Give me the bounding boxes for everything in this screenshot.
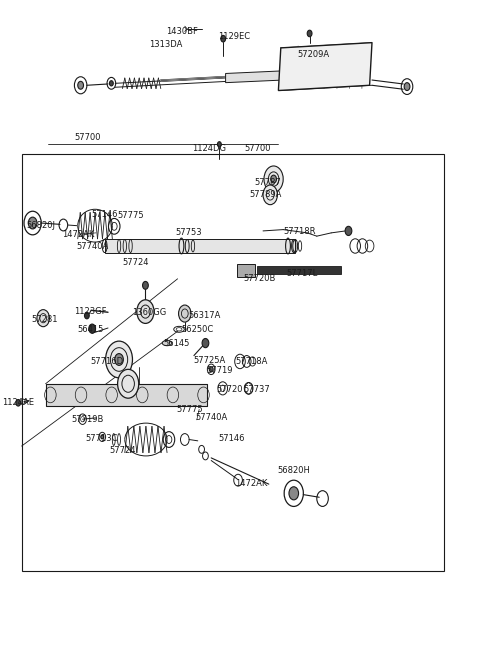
Circle shape [28,217,37,229]
Text: 57789A: 57789A [250,190,282,199]
Text: 57720B: 57720B [244,274,276,283]
Text: 57740A: 57740A [196,413,228,422]
Circle shape [202,338,209,348]
Text: 1472AK: 1472AK [235,479,267,488]
Text: 56415: 56415 [78,325,104,334]
Bar [22,154,444,571]
Text: 57146: 57146 [91,210,118,219]
Circle shape [345,226,352,236]
Text: 57718R: 57718R [283,227,316,236]
Text: 57737: 57737 [244,384,271,394]
Circle shape [78,81,84,89]
Text: 1123GF: 1123GF [74,307,107,316]
Text: 1360GG: 1360GG [132,308,166,317]
Circle shape [217,142,221,147]
Text: 57775: 57775 [118,211,144,220]
Text: 57724: 57724 [109,445,136,455]
Circle shape [118,369,139,398]
Text: 1124DG: 1124DG [192,144,226,153]
Text: 57740A: 57740A [77,242,109,251]
Circle shape [16,400,21,406]
Text: 57718A: 57718A [235,357,267,366]
Circle shape [101,435,104,439]
Circle shape [84,312,89,319]
Text: 57700: 57700 [245,144,271,153]
Text: 57713C: 57713C [85,434,118,443]
Circle shape [289,487,299,500]
Text: 57775: 57775 [177,405,203,414]
Text: 57716D: 57716D [90,357,123,366]
Polygon shape [278,43,372,91]
Text: 1129EC: 1129EC [218,31,251,41]
Circle shape [106,341,132,378]
Bar [46,384,207,406]
Text: 57700: 57700 [74,133,101,142]
Text: 56145: 56145 [163,338,190,348]
Circle shape [179,305,191,322]
Circle shape [115,354,123,365]
Text: 57719: 57719 [206,366,233,375]
Circle shape [89,324,96,333]
Text: 57146: 57146 [218,434,245,443]
Text: 57209A: 57209A [298,50,330,59]
Circle shape [37,310,49,327]
Bar [237,264,255,277]
Ellipse shape [162,340,172,346]
Text: 57720: 57720 [216,384,242,394]
Text: 56820J: 56820J [26,220,55,230]
Text: 1313DA: 1313DA [149,40,182,49]
Text: 1472AK: 1472AK [62,230,95,239]
Circle shape [307,30,312,37]
Circle shape [221,35,226,42]
Text: 57725A: 57725A [193,356,225,365]
Text: 56317A: 56317A [189,311,221,320]
Circle shape [271,175,276,183]
Circle shape [143,281,148,289]
Bar [257,266,341,274]
Text: 56820H: 56820H [277,466,310,475]
Text: 57724: 57724 [122,258,149,267]
Circle shape [109,81,113,86]
Text: 57281: 57281 [31,315,58,324]
Text: 57719B: 57719B [71,415,103,424]
Text: 57753: 57753 [175,228,202,237]
Circle shape [404,83,410,91]
Text: 57717L: 57717L [286,269,317,278]
Circle shape [263,185,277,205]
Circle shape [264,166,283,192]
Text: 56250C: 56250C [181,325,214,334]
Polygon shape [226,71,283,83]
Text: 1430BF: 1430BF [166,27,197,36]
Circle shape [209,367,213,372]
Text: 57787: 57787 [254,178,281,187]
Text: 1124AE: 1124AE [2,398,35,407]
Circle shape [137,300,154,323]
Bar [105,239,295,253]
